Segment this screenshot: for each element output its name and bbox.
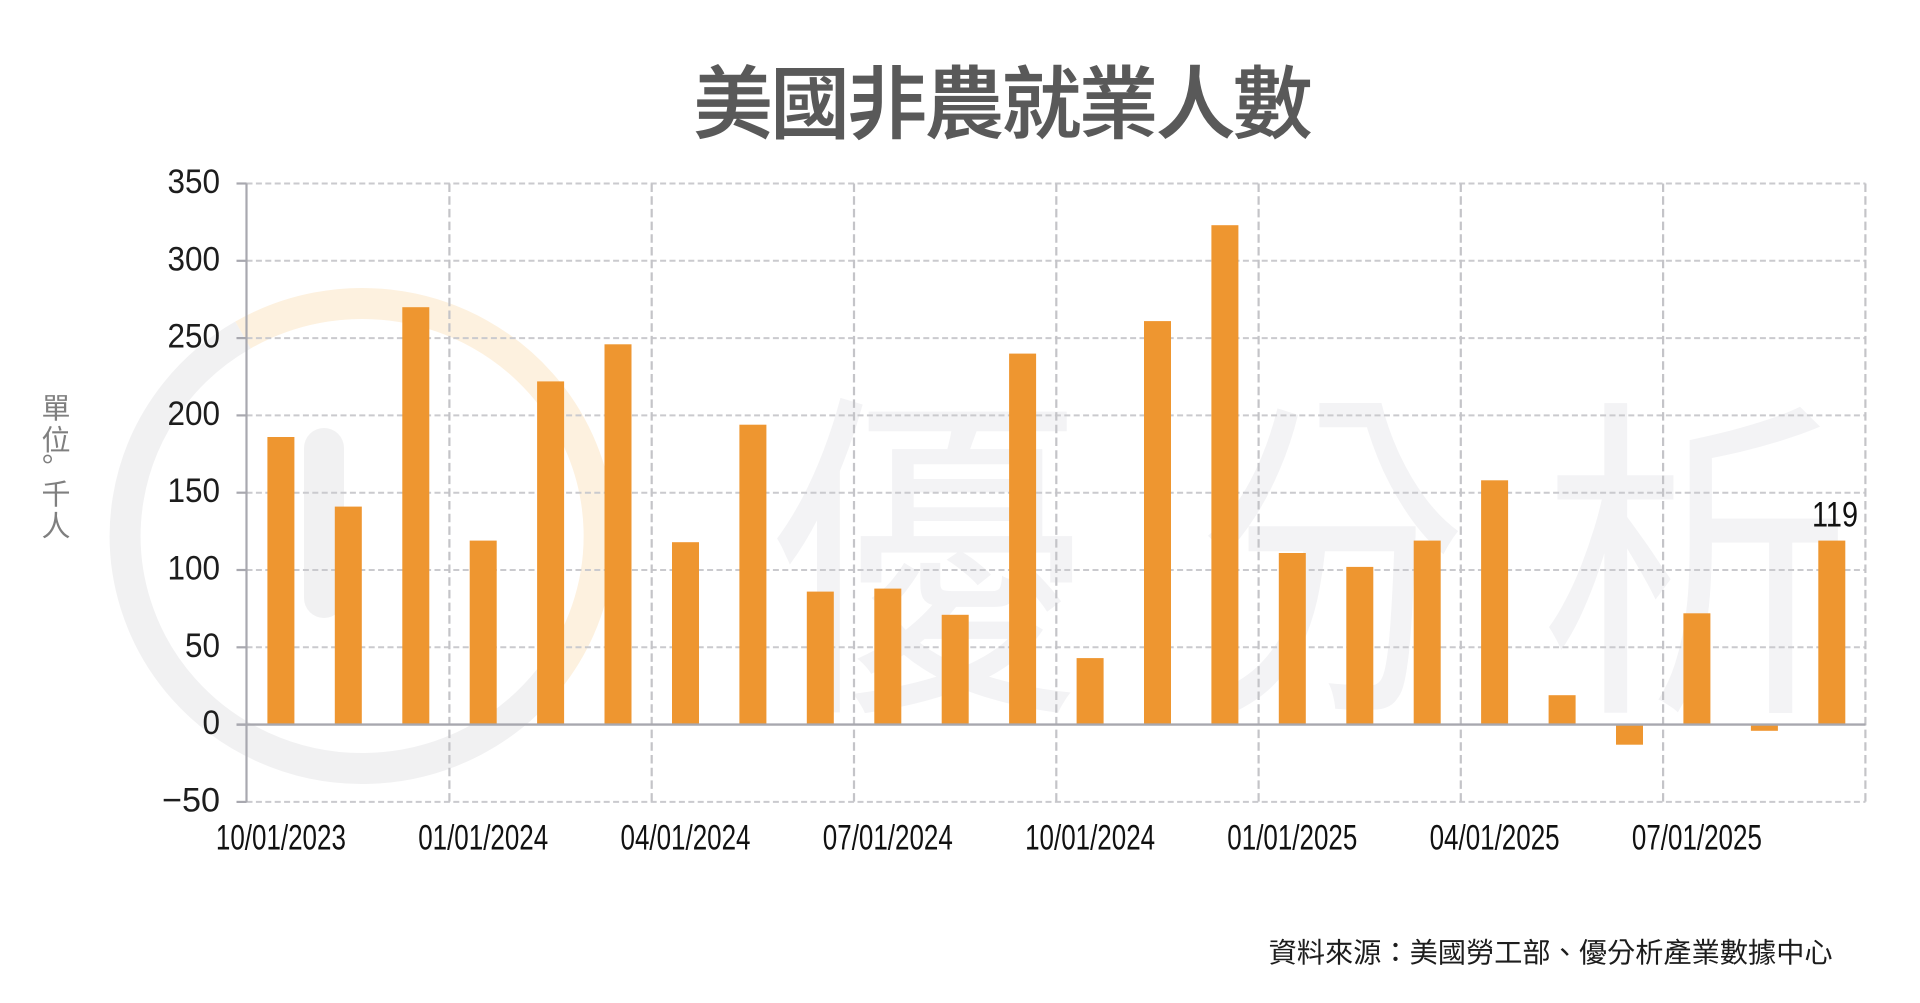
svg-text:250: 250 [168, 318, 221, 356]
svg-text:119: 119 [1812, 496, 1858, 535]
svg-text:50: 50 [185, 627, 220, 665]
svg-text:10/01/2024: 10/01/2024 [1025, 819, 1155, 858]
svg-text:150: 150 [168, 472, 221, 510]
svg-text:04/01/2024: 04/01/2024 [621, 819, 751, 858]
svg-text:300: 300 [168, 240, 221, 278]
svg-text:−50: −50 [162, 781, 220, 819]
svg-text:04/01/2025: 04/01/2025 [1430, 819, 1560, 858]
svg-text:100: 100 [168, 550, 221, 588]
svg-text:350: 350 [168, 163, 221, 201]
svg-text:01/01/2024: 01/01/2024 [418, 819, 548, 858]
svg-text:10/01/2023: 10/01/2023 [216, 819, 346, 858]
svg-text:07/01/2024: 07/01/2024 [823, 819, 953, 858]
svg-text:0: 0 [203, 704, 221, 742]
svg-text:07/01/2025: 07/01/2025 [1632, 819, 1762, 858]
svg-text:200: 200 [168, 395, 221, 433]
svg-text:01/01/2025: 01/01/2025 [1227, 819, 1357, 858]
